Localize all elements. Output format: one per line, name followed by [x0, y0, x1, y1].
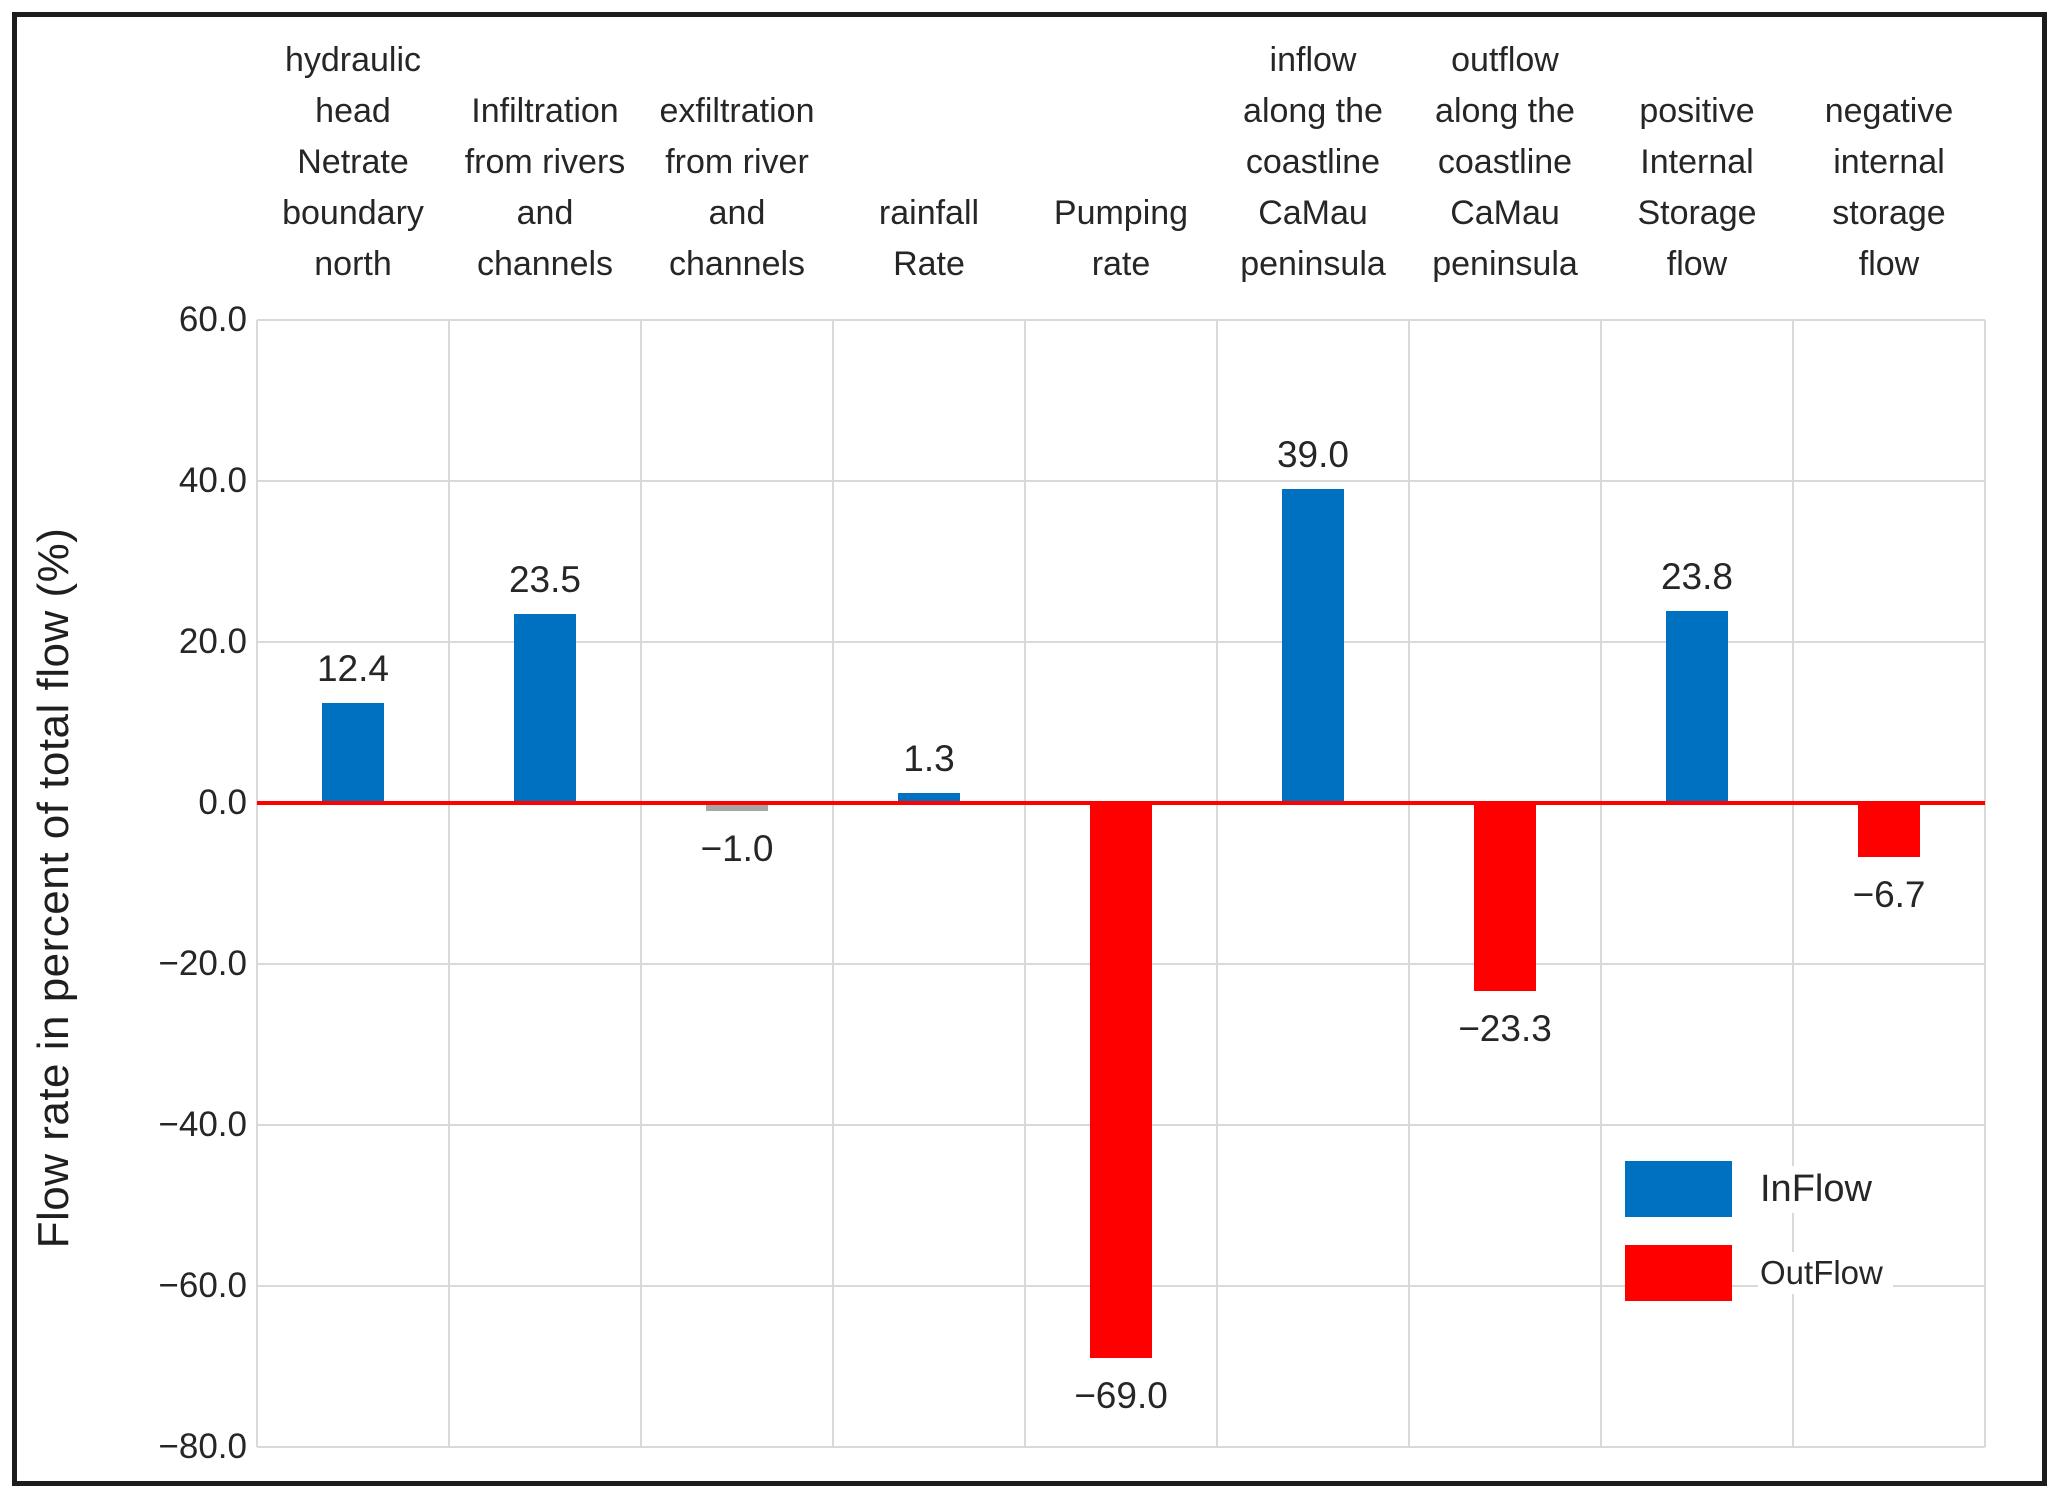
vertical-gridline: [640, 320, 642, 1447]
bar-outflow: [1858, 803, 1920, 857]
category-label-line: positive: [1639, 92, 1755, 130]
vertical-gridline: [1024, 320, 1026, 1447]
bar-outflow: [1474, 803, 1536, 991]
y-tick-label: 60.0: [178, 300, 247, 339]
horizontal-gridline: [257, 480, 1985, 482]
legend: InFlow OutFlow: [1625, 1161, 1893, 1329]
bar-inflow: [322, 703, 384, 803]
category-label-line: and: [516, 194, 574, 232]
category-label-line: CaMau: [1258, 194, 1368, 232]
category-label-line: from rivers: [464, 143, 626, 181]
category-label-line: outflow: [1451, 41, 1559, 79]
legend-swatch-inflow: [1625, 1161, 1732, 1217]
legend-swatch-outflow: [1625, 1245, 1732, 1301]
category-label: positive Internal Storage flow: [1557, 86, 1837, 290]
category-label-line: peninsula: [1240, 245, 1386, 283]
category-label-line: coastline: [1437, 143, 1573, 181]
bar-inflow: [1666, 611, 1728, 803]
y-tick-label: −60.0: [158, 1266, 247, 1305]
bar-value-label: 39.0: [1276, 434, 1349, 476]
category-label-line: boundary: [282, 194, 424, 232]
legend-label: InFlow: [1758, 1165, 1882, 1213]
vertical-gridline: [256, 320, 258, 1447]
category-label: Pumping rate: [981, 188, 1261, 290]
category-label-line: Internal: [1640, 143, 1754, 181]
category-label-line: hydraulic: [284, 41, 422, 79]
bar-value-label: −6.7: [1852, 873, 1926, 915]
category-label-line: CaMau: [1450, 194, 1560, 232]
bar-outflow: [1090, 803, 1152, 1359]
bar-inflow: [514, 613, 576, 803]
category-label: outflow along the coastline CaMau peninsula: [1365, 35, 1645, 290]
category-label-line: peninsula: [1432, 245, 1578, 283]
bar-value-label: 12.4: [316, 648, 389, 690]
category-label-line: and: [708, 194, 766, 232]
category-label: inflow along the coastline CaMau peninsula: [1173, 35, 1453, 290]
legend-item-inflow: InFlow: [1625, 1161, 1893, 1217]
bar-inflow: [1282, 489, 1344, 803]
category-label-line: inflow: [1269, 41, 1357, 79]
horizontal-gridline: [257, 319, 1985, 321]
y-tick-label: −20.0: [158, 944, 247, 983]
category-label: Infiltration from rivers and channels: [405, 86, 685, 290]
category-label-line: along the: [1435, 92, 1575, 130]
category-label: hydraulic head Netrate boundary north: [213, 35, 493, 290]
y-tick-label: 20.0: [178, 622, 247, 661]
category-label-line: north: [314, 245, 392, 283]
category-label-line: head: [315, 92, 391, 130]
category-label-line: channels: [476, 245, 614, 283]
vertical-gridline: [448, 320, 450, 1447]
bar-value-label: −69.0: [1074, 1375, 1168, 1417]
category-label-line: channels: [668, 245, 806, 283]
bar-value-label: 1.3: [903, 737, 955, 779]
category-label-line: coastline: [1245, 143, 1381, 181]
category-label: rainfall Rate: [789, 188, 1069, 290]
figure-border: [12, 12, 2047, 1486]
horizontal-gridline: [257, 1446, 1985, 1448]
category-label-line: Pumping: [1053, 194, 1189, 232]
category-label-line: internal: [1833, 143, 1945, 181]
vertical-gridline: [1600, 320, 1602, 1447]
category-label-line: storage: [1832, 194, 1946, 232]
category-label-line: rainfall: [878, 194, 980, 232]
category-label-line: Infiltration: [471, 92, 619, 130]
vertical-gridline: [832, 320, 834, 1447]
category-label-line: Storage: [1637, 194, 1757, 232]
bar-neutral: [706, 803, 768, 812]
vertical-gridline: [1984, 320, 1986, 1447]
y-axis-title: Flow rate in percent of total flow (%): [29, 527, 78, 1249]
category-label: negative internal storage flow: [1749, 86, 2029, 290]
vertical-gridline: [1408, 320, 1410, 1447]
category-label-line: flow: [1858, 245, 1920, 283]
legend-label: OutFlow: [1758, 1252, 1893, 1294]
category-label-line: along the: [1243, 92, 1383, 130]
category-label-line: from river: [665, 143, 809, 181]
bar-inflow: [898, 792, 960, 803]
legend-item-outflow: OutFlow: [1625, 1245, 1893, 1301]
category-label-line: rate: [1091, 245, 1151, 283]
zero-baseline: [257, 801, 1985, 805]
bar-value-label: 23.8: [1660, 556, 1733, 598]
y-tick-label: 0.0: [198, 783, 247, 822]
bar-value-label: −23.3: [1458, 1007, 1552, 1049]
category-label-line: Rate: [893, 245, 965, 283]
bar-value-label: 23.5: [508, 558, 581, 600]
bar-value-label: −1.0: [700, 828, 774, 870]
y-tick-label: −40.0: [158, 1105, 247, 1144]
category-label: exfiltration from river and channels: [597, 86, 877, 290]
category-label-line: Netrate: [297, 143, 409, 181]
category-label-line: exfiltration: [659, 92, 815, 130]
y-tick-label: −80.0: [158, 1427, 247, 1466]
vertical-gridline: [1216, 320, 1218, 1447]
y-tick-label: 40.0: [178, 461, 247, 500]
vertical-gridline: [1792, 320, 1794, 1447]
horizontal-gridline: [257, 641, 1985, 643]
category-label-line: flow: [1666, 245, 1728, 283]
category-label-line: negative: [1824, 92, 1954, 130]
